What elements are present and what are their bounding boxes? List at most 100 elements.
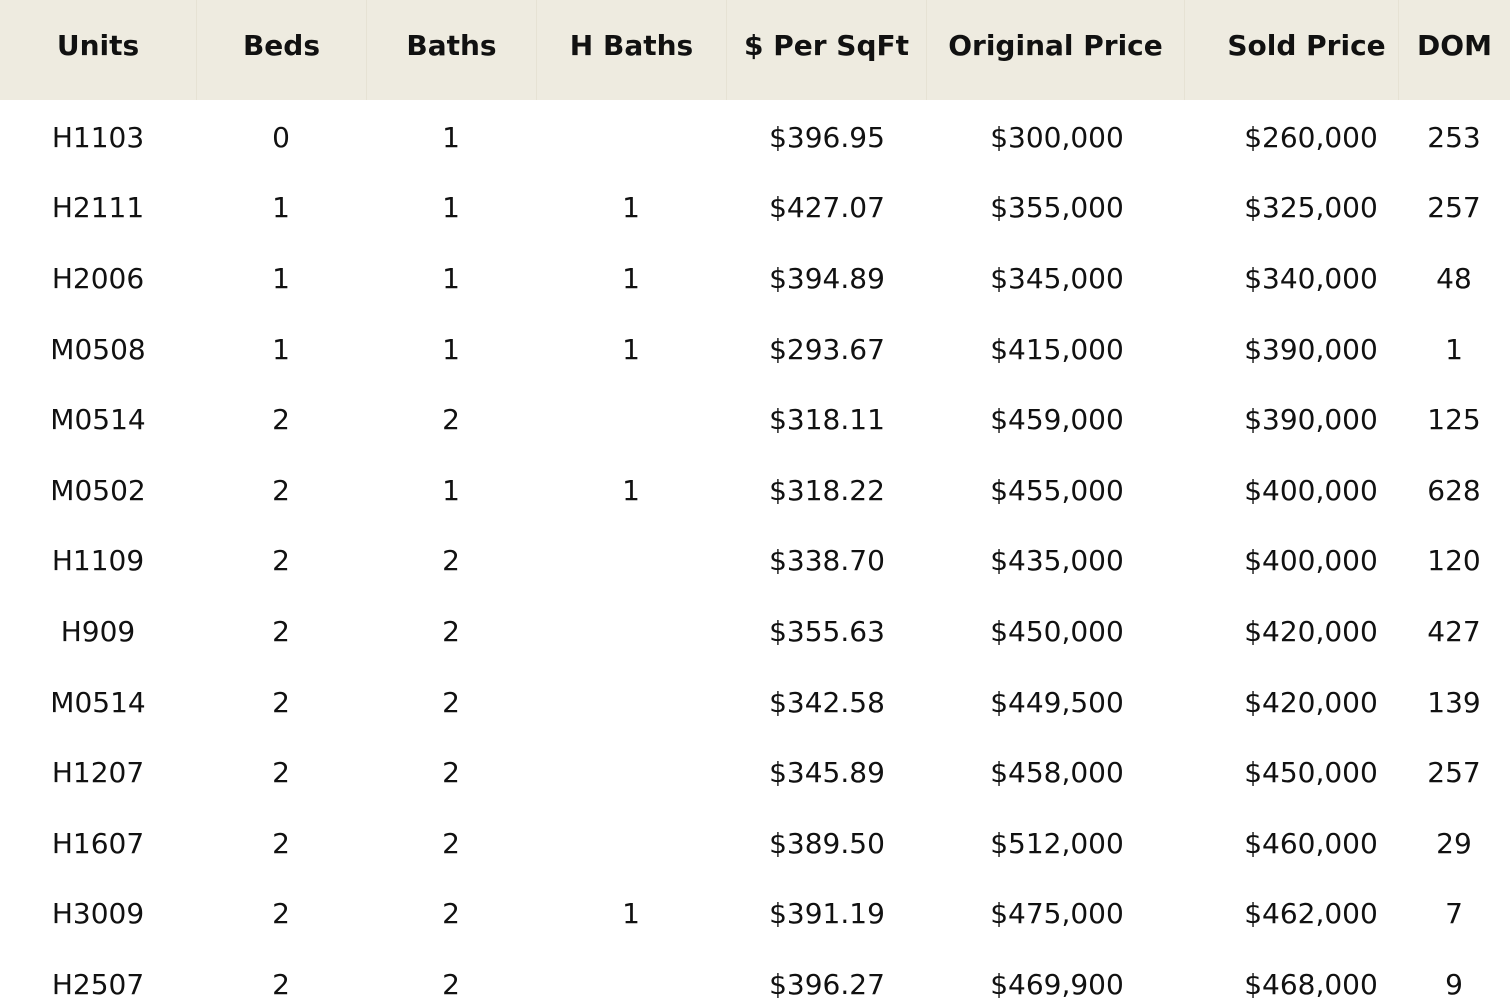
dom-cell: 427 [1427,614,1481,648]
beds-cell: 2 [272,473,290,507]
sold-price-cell: $420,000 [1244,685,1378,719]
half-baths-cell [536,949,726,1004]
sold-price-cell: $468,000 [1244,967,1378,1001]
table-header: Units Beds Baths H Baths $ Per SqFt Orig… [0,0,1510,100]
beds-cell: 1 [272,332,290,366]
price-per-sqft-cell: $391.19 [769,897,885,931]
table-row: H1109 2 2 $338.70 $435,000 $400,000 120 [0,526,1510,597]
price-per-sqft-cell: $342.58 [769,685,885,719]
dom-cell: 253 [1427,120,1481,154]
header-half-baths[interactable]: H Baths [536,0,726,100]
dom-cell: 125 [1427,403,1481,437]
beds-cell: 2 [272,967,290,1001]
table-row: M0514 2 2 $318.11 $459,000 $390,000 125 [0,384,1510,455]
dom-cell: 139 [1427,685,1481,719]
baths-cell: 1 [442,191,460,225]
beds-cell: 2 [272,614,290,648]
price-per-sqft-cell: $355.63 [769,614,885,648]
header-price-per-sqft[interactable]: $ Per SqFt [726,0,926,100]
unit-cell: H1109 [51,544,145,578]
header-beds[interactable]: Beds [196,0,366,100]
beds-cell: 2 [272,897,290,931]
unit-cell: H1207 [51,756,145,790]
table-row: H1607 2 2 $389.50 $512,000 $460,000 29 [0,808,1510,879]
header-original-price[interactable]: Original Price [926,0,1184,100]
table-row: M0514 2 2 $342.58 $449,500 $420,000 139 [0,667,1510,738]
header-dom[interactable]: DOM [1398,0,1510,100]
original-price-cell: $415,000 [990,332,1124,366]
baths-cell: 2 [442,685,460,719]
half-baths-cell: 1 [622,191,640,225]
baths-cell: 2 [442,403,460,437]
unit-cell: H2006 [51,261,145,295]
header-sold-price[interactable]: Sold Price [1184,0,1398,100]
baths-cell: 2 [442,967,460,1001]
sold-price-cell: $325,000 [1244,191,1378,225]
price-per-sqft-cell: $318.11 [769,403,885,437]
half-baths-cell [536,667,726,738]
sold-price-cell: $420,000 [1244,614,1378,648]
sold-price-cell: $400,000 [1244,473,1378,507]
half-baths-cell [536,808,726,879]
dom-cell: 29 [1436,826,1472,860]
unit-cell: H3009 [51,897,145,931]
dom-cell: 257 [1427,756,1481,790]
table-row: M0502 2 1 1 $318.22 $455,000 $400,000 628 [0,455,1510,526]
unit-cell: M0502 [50,473,146,507]
baths-cell: 2 [442,544,460,578]
table-row: H909 2 2 $355.63 $450,000 $420,000 427 [0,596,1510,667]
original-price-cell: $455,000 [990,473,1124,507]
sold-price-cell: $462,000 [1244,897,1378,931]
unit-cell: H909 [60,614,136,648]
dom-cell: 48 [1436,261,1472,295]
dom-cell: 7 [1445,897,1463,931]
original-price-cell: $300,000 [990,120,1124,154]
beds-cell: 2 [272,544,290,578]
baths-cell: 1 [442,332,460,366]
unit-cell: M0508 [50,332,146,366]
unit-cell: H2507 [51,967,145,1001]
price-per-sqft-cell: $338.70 [769,544,885,578]
original-price-cell: $345,000 [990,261,1124,295]
baths-cell: 2 [442,756,460,790]
price-per-sqft-cell: $396.95 [769,120,885,154]
sold-price-cell: $460,000 [1244,826,1378,860]
unit-cell: M0514 [50,685,146,719]
price-per-sqft-cell: $427.07 [769,191,885,225]
baths-cell: 2 [442,826,460,860]
table-row: H3009 2 2 1 $391.19 $475,000 $462,000 7 [0,879,1510,950]
table-row: H1207 2 2 $345.89 $458,000 $450,000 257 [0,737,1510,808]
beds-cell: 1 [272,191,290,225]
table-row: H2006 1 1 1 $394.89 $345,000 $340,000 48 [0,243,1510,314]
sold-price-cell: $340,000 [1244,261,1378,295]
unit-cell: H1607 [51,826,145,860]
original-price-cell: $355,000 [990,191,1124,225]
baths-cell: 2 [442,614,460,648]
beds-cell: 1 [272,261,290,295]
sold-price-cell: $450,000 [1244,756,1378,790]
unit-cell: H2111 [51,191,145,225]
table-row: H2507 2 2 $396.27 $469,900 $468,000 9 [0,949,1510,1004]
baths-cell: 2 [442,897,460,931]
baths-cell: 1 [442,473,460,507]
baths-cell: 1 [442,120,460,154]
original-price-cell: $449,500 [990,685,1124,719]
dom-cell: 9 [1445,967,1463,1001]
price-per-sqft-cell: $396.27 [769,967,885,1001]
half-baths-cell [536,384,726,455]
sold-price-cell: $390,000 [1244,332,1378,366]
table-row: H2111 1 1 1 $427.07 $355,000 $325,000 257 [0,173,1510,244]
original-price-cell: $459,000 [990,403,1124,437]
half-baths-cell: 1 [622,332,640,366]
half-baths-cell [536,102,726,173]
sold-price-cell: $260,000 [1244,120,1378,154]
beds-cell: 0 [272,120,290,154]
price-per-sqft-cell: $389.50 [769,826,885,860]
dom-cell: 1 [1445,332,1463,366]
original-price-cell: $469,900 [990,967,1124,1001]
header-units[interactable]: Units [56,28,140,62]
header-baths[interactable]: Baths [366,0,536,100]
dom-cell: 257 [1427,191,1481,225]
dom-cell: 628 [1427,473,1481,507]
